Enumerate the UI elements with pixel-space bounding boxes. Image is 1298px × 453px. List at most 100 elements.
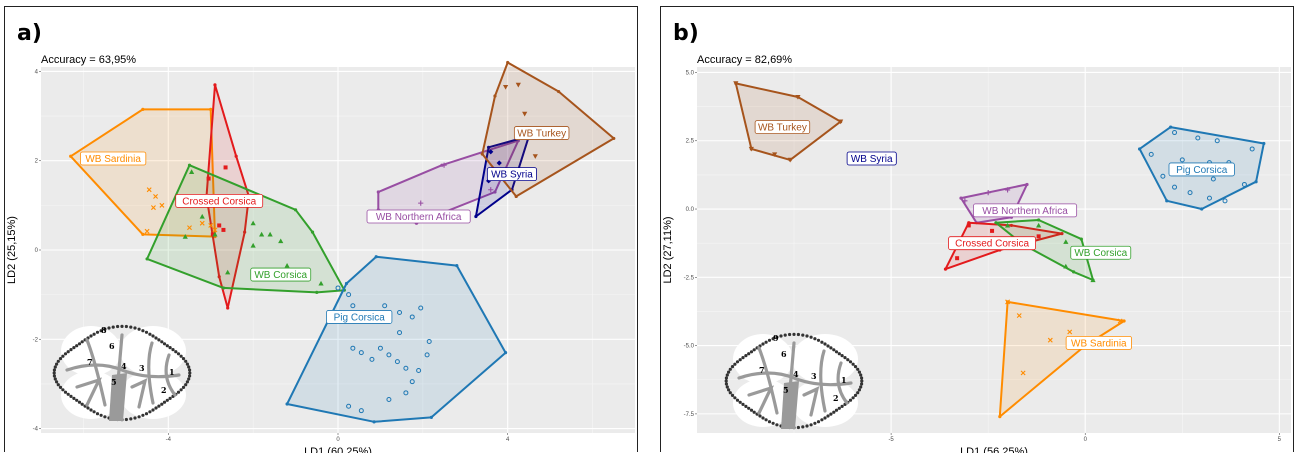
a-point-pig-corsica — [394, 359, 400, 365]
panel-a: a) Accuracy = 63,95% -4 0 4 -4 -2 0 2 4 LD1 (60,… — [4, 6, 638, 453]
b-molar-fissure — [757, 346, 779, 415]
b-point-wb-northern-africa — [962, 198, 968, 204]
b-point-pig-corsica — [1172, 184, 1178, 190]
a-molar-outline-dot — [187, 365, 191, 369]
b-point-wb-northern-africa — [1004, 187, 1011, 193]
b-molar-outline-dot — [725, 385, 729, 389]
b-point-wb-corsica — [1063, 263, 1069, 269]
b-point-pig-corsica — [1179, 157, 1185, 163]
a-group-label-text: WB Turkey — [517, 129, 566, 140]
b-molar-outline-dot — [857, 388, 861, 392]
b-y-tick-label: -5.0 — [684, 344, 695, 350]
a-point-pig-corsica — [346, 403, 352, 409]
a-molar-outline-dot — [144, 412, 149, 416]
a-y-tick-label: 0 — [35, 248, 39, 254]
a-hull-vertex-wb-northern-africa — [493, 190, 497, 194]
a-group-label-text: WB Syria — [491, 170, 533, 181]
a-point-pig-corsica — [424, 352, 430, 358]
a-hull-vertex-crossed-corsica — [234, 154, 238, 158]
a-molar-outline-dot — [86, 406, 90, 410]
panel-b: b) Accuracy = 82,69% -5 0 5 -7.5 -5.0 -2.5 0.0… — [660, 6, 1294, 453]
b-molar-outline-dot — [730, 393, 735, 397]
a-point-pig-corsica — [386, 352, 392, 358]
b-molar-outline-dot — [823, 416, 827, 420]
b-point-pig-corsica — [1160, 173, 1166, 179]
a-molar-outline-dot — [165, 398, 169, 402]
b-group-label-text: Crossed Corsica — [955, 239, 1029, 250]
a-hull-vertex-pig-corsica — [455, 264, 459, 268]
a-point-pig-corsica — [397, 309, 403, 315]
b-molar-outline-dot — [733, 396, 737, 400]
b-molar-outline-dot — [860, 376, 864, 380]
a-molar-outline-dot — [160, 402, 164, 406]
a-molar-number: 5 — [111, 377, 117, 387]
b-molar-outline-dot — [741, 356, 745, 360]
a-molar-outline-dot — [77, 342, 82, 346]
a-molar-outline-dot — [124, 324, 128, 329]
a-molar-outline-dot — [120, 324, 124, 328]
b-point-pig-corsica — [1214, 138, 1220, 144]
b-molar-outline-dot — [848, 360, 853, 364]
b-molar-outline-dot — [779, 334, 783, 338]
b-molar-outline-dot — [758, 414, 762, 418]
b-group-label-wb-syria: WB Syria — [846, 151, 897, 166]
b-molar-fissure — [836, 361, 849, 405]
b-molar-outline-dot — [724, 382, 728, 386]
a-hull-vertex-wb-corsica — [145, 257, 149, 261]
b-point-pig-corsica — [1148, 151, 1154, 157]
a-point-pig-corsica — [382, 303, 388, 309]
b-point-wb-corsica — [1063, 239, 1069, 244]
b-y-tick-label: 0.0 — [686, 207, 695, 213]
b-group-label-wb-northern-africa: WB Northern Africa — [973, 203, 1078, 218]
a-molar-outline-dot — [181, 385, 186, 389]
b-molar-lobe — [792, 334, 858, 384]
a-molar-outline-dot — [148, 332, 152, 336]
b-point-wb-corsica — [1090, 277, 1096, 283]
b-molar-outline-dot — [764, 340, 768, 344]
b-point-wb-sardinia — [1016, 313, 1022, 319]
b-molar-outline-dot — [775, 423, 779, 427]
b-group-label-box — [846, 151, 897, 166]
b-molar-outline-dot — [792, 332, 796, 336]
b-molar-outline-dot — [816, 420, 821, 424]
b-molar-outline-dot — [771, 421, 775, 425]
b-molar-fissure — [747, 385, 775, 415]
b-molar-outline-dot — [851, 396, 855, 400]
a-group-label-box — [513, 126, 570, 140]
a-molar-number: 2 — [161, 385, 167, 395]
a-point-wb-corsica — [250, 220, 256, 226]
a-molar-outline-dot — [184, 359, 188, 363]
a-molar-outline-dot — [157, 338, 161, 342]
b-point-wb-turkey — [748, 146, 754, 152]
a-molar-outline-dot — [137, 327, 141, 331]
a-molar-fissure — [130, 378, 148, 409]
b-group-label-box — [1065, 335, 1132, 350]
a-point-wb-sardinia — [144, 228, 150, 234]
a-hull-vertex-wb-syria — [487, 145, 491, 149]
b-point-pig-corsica — [1241, 181, 1247, 187]
b-group-label-box — [1168, 162, 1235, 177]
a-point-pig-corsica — [386, 397, 392, 403]
a-molar-outline-dot — [133, 326, 137, 330]
b-molar-outline-dot — [761, 342, 765, 346]
b-x-tick-label: 0 — [1084, 437, 1088, 443]
b-molar-outline-dot — [856, 367, 860, 371]
a-y-tick-label: 2 — [35, 159, 39, 165]
a-hull-vertex-wb-turkey — [493, 94, 497, 98]
panel-b-letter: b) — [673, 21, 699, 46]
b-x-tick-label: 5 — [1278, 437, 1282, 443]
b-hull-vertex-crossed-corsica — [1009, 223, 1014, 228]
a-hull-vertex-wb-sardinia — [141, 232, 145, 236]
a-point-pig-corsica — [335, 285, 341, 291]
a-hull-vertex-wb-syria — [474, 214, 478, 219]
b-molar-outline-dot — [752, 410, 756, 414]
a-point-wb-sardinia — [199, 220, 205, 226]
b-molar-number: 7 — [759, 365, 765, 375]
b-molar-root-mark — [781, 381, 799, 429]
b-point-wb-turkey — [733, 81, 739, 86]
a-point-pig-corsica — [418, 305, 424, 311]
b-hull-vertex-pig-corsica — [1254, 180, 1258, 184]
a-point-wb-corsica — [284, 263, 290, 268]
a-molar-number: 3 — [139, 363, 145, 373]
